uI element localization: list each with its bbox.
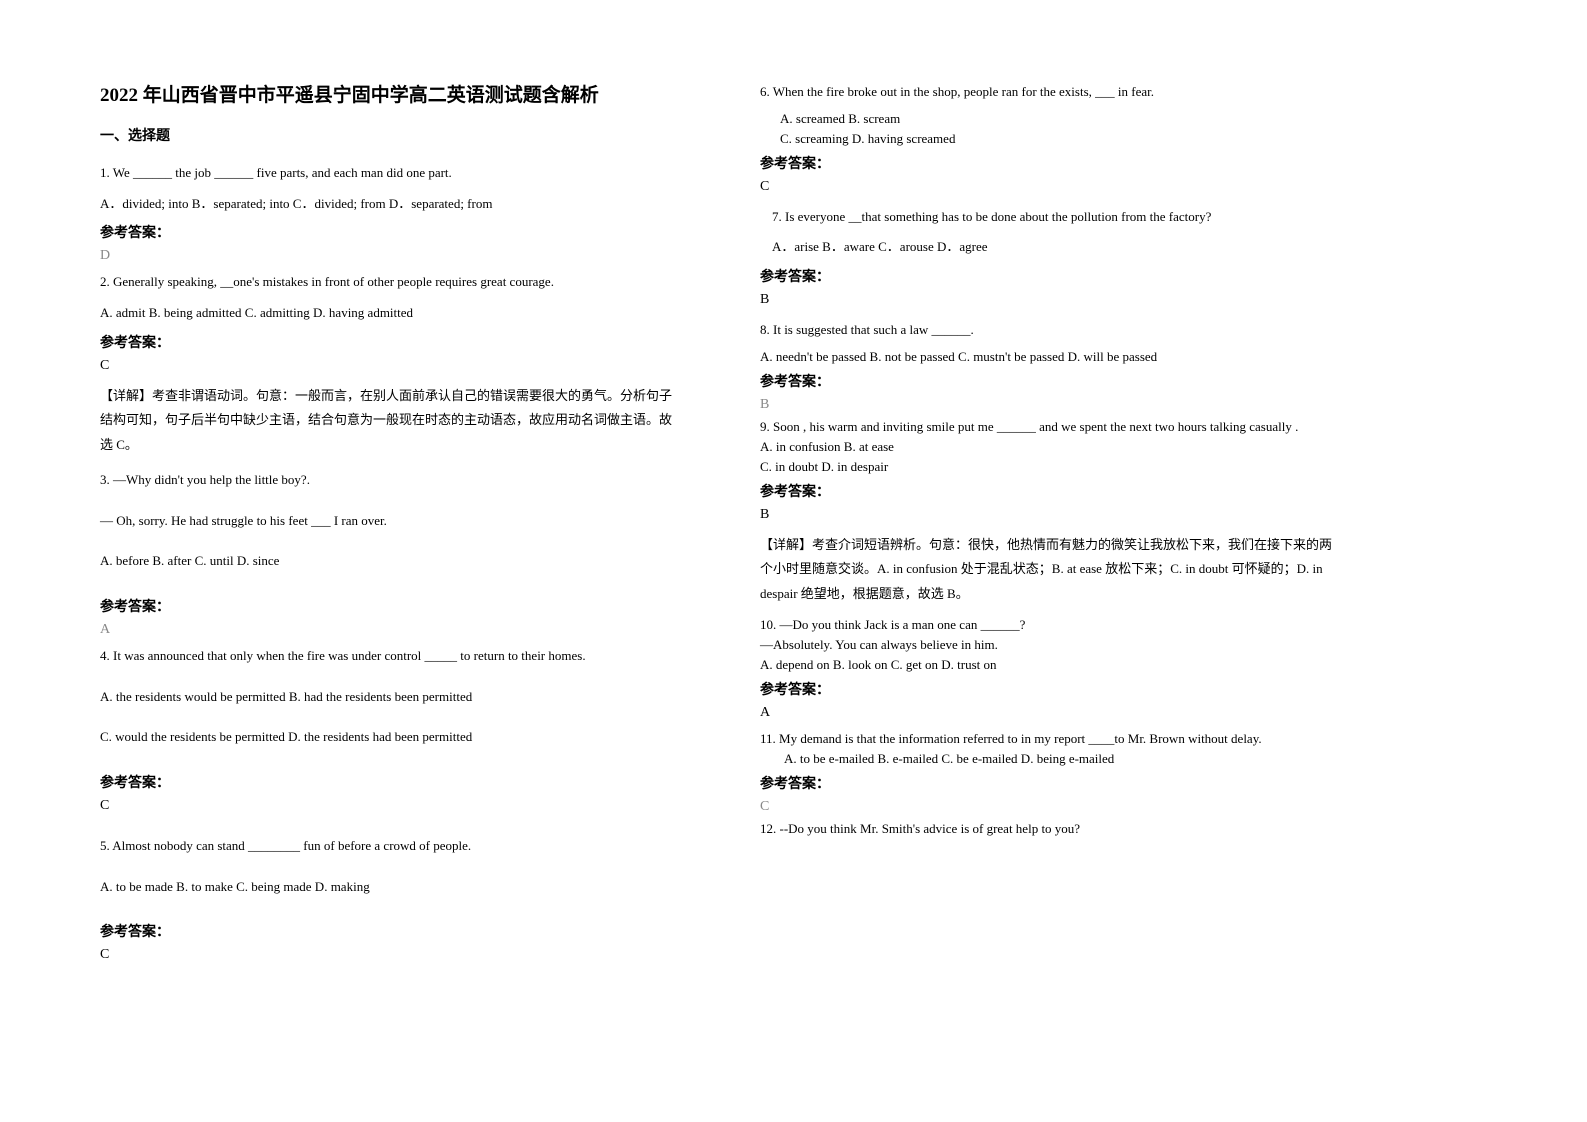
question-7-options: A．arise B．aware C．arouse D．agree [760, 235, 1340, 260]
question-7-answer: B [760, 292, 1340, 308]
question-2: 2. Generally speaking, __one's mistakes … [100, 270, 680, 295]
question-3-answer: A [100, 622, 680, 638]
question-9-answer: B [760, 507, 1340, 523]
answer-label: 参考答案： [760, 679, 1340, 699]
question-1-answer: D [100, 248, 680, 264]
question-8: 8. It is suggested that such a law _____… [760, 318, 1340, 343]
answer-label: 参考答案： [760, 773, 1340, 793]
question-9: 9. Soon , his warm and inviting smile pu… [760, 419, 1340, 435]
question-10-answer: A [760, 705, 1340, 721]
answer-label: 参考答案： [760, 266, 1340, 286]
question-11-answer: C [760, 799, 1340, 815]
question-1-options: A．divided; into B．separated; into C．divi… [100, 192, 680, 217]
question-6-options-1: A. screamed B. scream [760, 111, 1340, 127]
question-9-explanation: 【详解】考查介词短语辨析。句意：很快，他热情而有魅力的微笑让我放松下来，我们在接… [760, 533, 1340, 607]
document-title: 2022 年山西省晋中市平遥县宁固中学高二英语测试题含解析 [100, 80, 680, 107]
answer-label: 参考答案： [100, 332, 680, 352]
page-container: 2022 年山西省晋中市平遥县宁固中学高二英语测试题含解析 一、选择题 1. W… [0, 0, 1587, 1013]
left-column: 2022 年山西省晋中市平遥县宁固中学高二英语测试题含解析 一、选择题 1. W… [100, 80, 680, 973]
question-2-answer: C [100, 358, 680, 374]
question-5: 5. Almost nobody can stand ________ fun … [100, 834, 680, 859]
question-2-explanation: 【详解】考查非谓语动词。句意：一般而言，在别人面前承认自己的错误需要很大的勇气。… [100, 384, 680, 458]
answer-label: 参考答案： [760, 371, 1340, 391]
question-5-answer: C [100, 947, 680, 963]
question-11-options: A. to be e-mailed B. e-mailed C. be e-ma… [760, 751, 1340, 767]
question-4-options-2: C. would the residents be permitted D. t… [100, 725, 680, 750]
question-4-options-1: A. the residents would be permitted B. h… [100, 685, 680, 710]
answer-label: 参考答案： [100, 222, 680, 242]
right-column: 6. When the fire broke out in the shop, … [760, 80, 1340, 973]
question-10: 10. —Do you think Jack is a man one can … [760, 617, 1340, 633]
answer-label: 参考答案： [760, 153, 1340, 173]
question-1: 1. We ______ the job ______ five parts, … [100, 161, 680, 186]
section-heading: 一、选择题 [100, 125, 680, 145]
question-2-options: A. admit B. being admitted C. admitting … [100, 301, 680, 326]
answer-label: 参考答案： [100, 921, 680, 941]
question-8-answer: B [760, 397, 1340, 413]
answer-label: 参考答案： [100, 596, 680, 616]
question-3: 3. —Why didn't you help the little boy?. [100, 468, 680, 493]
question-3-line2: — Oh, sorry. He had struggle to his feet… [100, 509, 680, 534]
question-5-options: A. to be made B. to make C. being made D… [100, 875, 680, 900]
question-10-line2: —Absolutely. You can always believe in h… [760, 637, 1340, 653]
question-4-answer: C [100, 798, 680, 814]
question-11: 11. My demand is that the information re… [760, 731, 1340, 747]
question-10-options: A. depend on B. look on C. get on D. tru… [760, 657, 1340, 673]
question-3-options: A. before B. after C. until D. since [100, 549, 680, 574]
question-6-answer: C [760, 179, 1340, 195]
question-9-options-2: C. in doubt D. in despair [760, 459, 1340, 475]
question-9-options-1: A. in confusion B. at ease [760, 439, 1340, 455]
question-6: 6. When the fire broke out in the shop, … [760, 80, 1340, 105]
question-8-options: A. needn't be passed B. not be passed C.… [760, 349, 1340, 365]
question-12: 12. --Do you think Mr. Smith's advice is… [760, 821, 1340, 837]
answer-label: 参考答案： [760, 481, 1340, 501]
answer-label: 参考答案： [100, 772, 680, 792]
question-4: 4. It was announced that only when the f… [100, 644, 680, 669]
question-7: 7. Is everyone __that something has to b… [760, 205, 1340, 230]
question-6-options-2: C. screaming D. having screamed [760, 131, 1340, 147]
